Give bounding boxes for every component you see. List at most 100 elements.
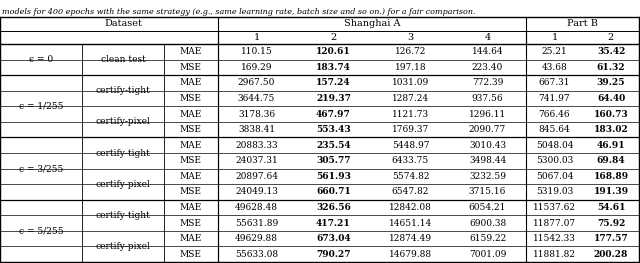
Text: 43.68: 43.68 [541, 63, 568, 72]
Text: 11877.07: 11877.07 [533, 219, 576, 227]
Text: certify-pixel: certify-pixel [95, 242, 150, 251]
Text: 4: 4 [484, 33, 491, 42]
Text: 46.91: 46.91 [596, 141, 625, 150]
Text: 6054.21: 6054.21 [469, 203, 506, 212]
Text: 6159.22: 6159.22 [469, 234, 506, 243]
Text: 169.29: 169.29 [241, 63, 272, 72]
Text: 790.27: 790.27 [316, 250, 351, 259]
Text: 5048.04: 5048.04 [536, 141, 573, 150]
Text: 61.32: 61.32 [596, 63, 625, 72]
Text: 168.89: 168.89 [593, 172, 628, 181]
Text: 5319.03: 5319.03 [536, 188, 573, 196]
Text: MAE: MAE [180, 234, 202, 243]
Text: 191.39: 191.39 [593, 188, 628, 196]
Text: 6900.38: 6900.38 [469, 219, 506, 227]
Text: 3010.43: 3010.43 [469, 141, 506, 150]
Text: 14679.88: 14679.88 [389, 250, 432, 259]
Text: 197.18: 197.18 [395, 63, 426, 72]
Text: 219.37: 219.37 [316, 94, 351, 103]
Text: 75.92: 75.92 [597, 219, 625, 227]
Text: MSE: MSE [180, 125, 202, 134]
Text: 49629.88: 49629.88 [235, 234, 278, 243]
Text: 5448.97: 5448.97 [392, 141, 429, 150]
Text: 7001.09: 7001.09 [469, 250, 506, 259]
Text: 11881.82: 11881.82 [533, 250, 576, 259]
Text: 1296.11: 1296.11 [469, 110, 506, 119]
Text: 2967.50: 2967.50 [238, 78, 275, 87]
Text: 223.40: 223.40 [472, 63, 503, 72]
Text: 14651.14: 14651.14 [389, 219, 432, 227]
Text: MAE: MAE [180, 110, 202, 119]
Text: 3644.75: 3644.75 [238, 94, 275, 103]
Text: certify-tight: certify-tight [95, 86, 150, 95]
Text: MAE: MAE [180, 203, 202, 212]
Text: 553.43: 553.43 [316, 125, 351, 134]
Text: 110.15: 110.15 [241, 47, 273, 56]
Text: 12874.49: 12874.49 [389, 234, 432, 243]
Text: 55631.89: 55631.89 [235, 219, 278, 227]
Text: certify-pixel: certify-pixel [95, 117, 150, 126]
Text: MSE: MSE [180, 156, 202, 165]
Text: 5067.04: 5067.04 [536, 172, 573, 181]
Text: 177.57: 177.57 [594, 234, 628, 243]
Text: MSE: MSE [180, 188, 202, 196]
Text: 69.84: 69.84 [596, 156, 625, 165]
Text: 1121.73: 1121.73 [392, 110, 429, 119]
Text: 120.61: 120.61 [316, 47, 351, 56]
Text: 144.64: 144.64 [472, 47, 503, 56]
Text: MSE: MSE [180, 63, 202, 72]
Text: 200.28: 200.28 [594, 250, 628, 259]
Text: 183.02: 183.02 [594, 125, 628, 134]
Text: 766.46: 766.46 [539, 110, 570, 119]
Text: 20897.64: 20897.64 [235, 172, 278, 181]
Text: 160.73: 160.73 [594, 110, 628, 119]
Text: 2: 2 [330, 33, 337, 42]
Text: 467.97: 467.97 [316, 110, 351, 119]
Text: 845.64: 845.64 [539, 125, 570, 134]
Text: 3838.41: 3838.41 [238, 125, 275, 134]
Text: ϵ = 1/255: ϵ = 1/255 [19, 102, 63, 111]
Text: Dataset: Dataset [104, 19, 142, 28]
Text: 1287.24: 1287.24 [392, 94, 429, 103]
Text: 667.31: 667.31 [539, 78, 570, 87]
Text: 1: 1 [552, 33, 557, 42]
Text: certify-pixel: certify-pixel [95, 180, 150, 189]
Text: MSE: MSE [180, 250, 202, 259]
Text: 5300.03: 5300.03 [536, 156, 573, 165]
Text: 12842.08: 12842.08 [389, 203, 432, 212]
Text: 2090.77: 2090.77 [469, 125, 506, 134]
Text: 5574.82: 5574.82 [392, 172, 429, 181]
Text: 24049.13: 24049.13 [235, 188, 278, 196]
Text: 20883.33: 20883.33 [235, 141, 278, 150]
Text: certify-tight: certify-tight [95, 211, 150, 220]
Text: 24037.31: 24037.31 [235, 156, 278, 165]
Text: 11542.33: 11542.33 [533, 234, 576, 243]
Text: MAE: MAE [180, 78, 202, 87]
Text: 1769.37: 1769.37 [392, 125, 429, 134]
Text: 35.42: 35.42 [597, 47, 625, 56]
Text: Part B: Part B [567, 19, 598, 28]
Text: 3498.44: 3498.44 [469, 156, 506, 165]
Text: clean test: clean test [100, 55, 145, 64]
Text: MAE: MAE [180, 47, 202, 56]
Text: 660.71: 660.71 [316, 188, 351, 196]
Text: 3: 3 [408, 33, 413, 42]
Text: 2: 2 [608, 33, 614, 42]
Text: ϵ = 5/255: ϵ = 5/255 [19, 226, 63, 235]
Text: Shanghai A: Shanghai A [344, 19, 400, 28]
Text: 673.04: 673.04 [316, 234, 351, 243]
Text: 11537.62: 11537.62 [533, 203, 576, 212]
Text: 64.40: 64.40 [597, 94, 625, 103]
Text: 305.77: 305.77 [316, 156, 351, 165]
Text: 6433.75: 6433.75 [392, 156, 429, 165]
Text: MSE: MSE [180, 219, 202, 227]
Text: models for 400 epochs with the same strategy (e.g., same learning rate, batch si: models for 400 epochs with the same stra… [2, 8, 476, 16]
Text: 937.56: 937.56 [472, 94, 503, 103]
Text: 6547.82: 6547.82 [392, 188, 429, 196]
Text: 183.74: 183.74 [316, 63, 351, 72]
Text: 3232.59: 3232.59 [469, 172, 506, 181]
Text: 54.61: 54.61 [596, 203, 625, 212]
Text: 3178.36: 3178.36 [238, 110, 275, 119]
Text: 49628.48: 49628.48 [235, 203, 278, 212]
Text: 326.56: 326.56 [316, 203, 351, 212]
